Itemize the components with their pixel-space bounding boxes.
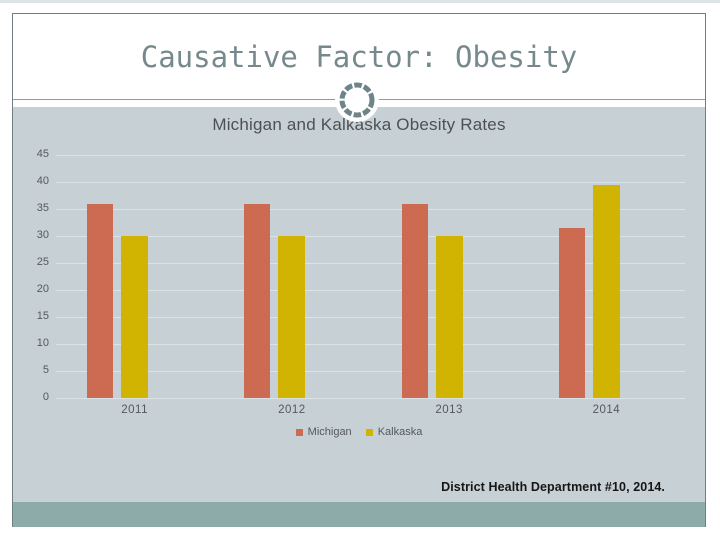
source-citation: District Health Department #10, 2014. [441,480,665,494]
y-tick-label: 0 [42,391,49,403]
gridline [56,317,685,318]
x-tick-label: 2014 [592,404,621,416]
gridline [56,371,685,372]
gridline [56,398,685,399]
x-tick-label: 2012 [278,404,306,416]
gridline [56,155,685,156]
y-tick-label: 10 [36,337,49,349]
slide-frame: Causative Factor: Obesity Michigan and K… [12,13,706,527]
y-tick-label: 15 [36,310,49,322]
bar-kalkaska [121,236,149,398]
top-strip [0,0,720,3]
x-tick-label: 2011 [121,404,148,416]
legend-item-michigan: Michigan [295,426,352,438]
y-tick-label: 45 [36,148,49,160]
bar-michigan [244,203,271,398]
circle-ornament-icon [335,78,379,122]
y-tick-label: 40 [36,175,49,187]
y-tick-label: 35 [36,202,49,214]
x-tick-label: 2013 [435,404,463,416]
chart-title: Michigan and Kalkaska Obesity Rates [212,115,506,134]
slide-title: Causative Factor: Obesity [140,40,578,74]
gridline [56,344,685,345]
y-tick-label: 5 [42,364,49,376]
gridline [56,209,685,210]
gridline [56,263,685,264]
gridline [56,290,685,291]
y-tick-label: 20 [36,283,49,295]
legend-label-kalkaska: Kalkaska [377,426,423,438]
bar-michigan [87,203,114,398]
gridline [56,182,685,183]
michigan-swatch-icon [295,428,303,436]
gridline [56,236,685,237]
legend-item-kalkaska: Kalkaska [365,426,423,438]
kalkaska-swatch-icon [365,428,373,436]
bar-michigan [401,203,428,398]
bottom-accent-band [13,502,705,527]
chart-legend: Michigan Kalkaska [13,426,705,438]
y-tick-label: 30 [36,229,49,241]
bar-kalkaska [592,184,620,398]
bar-michigan [558,227,585,398]
y-tick-label: 25 [36,256,49,268]
bar-kalkaska [278,236,306,398]
bar-kalkaska [435,236,463,398]
legend-label-michigan: Michigan [307,426,352,438]
